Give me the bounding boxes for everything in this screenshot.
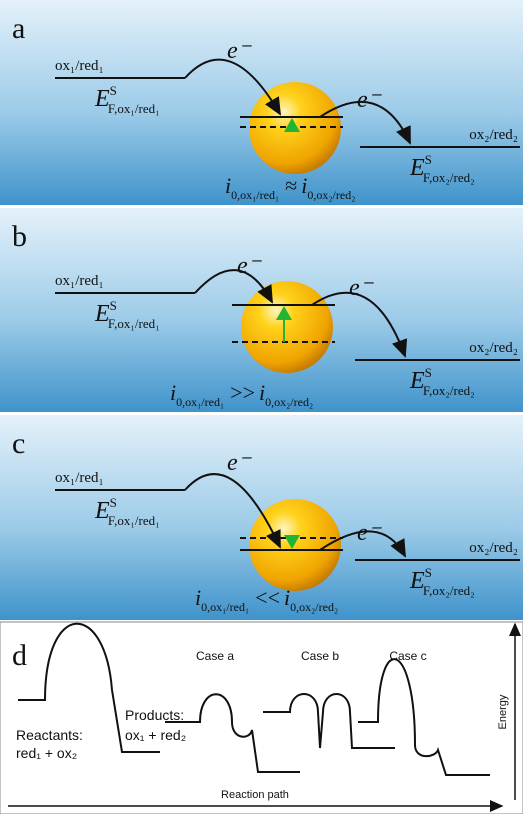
couple-label: ox₁/red₁ [55, 470, 104, 486]
species-label: Products: [125, 707, 184, 723]
superscript: S [110, 83, 117, 98]
electron-label: e⁻ [227, 38, 253, 64]
species-label: ox₁ + red₂ [125, 727, 186, 743]
nanoparticle [241, 281, 333, 373]
electron-label: e⁻ [349, 275, 375, 301]
couple-label: ox₁/red₁ [55, 58, 104, 74]
couple-label: ox₁/red₁ [55, 273, 104, 289]
subscript: F,ox₁/red₁ [108, 316, 160, 331]
electron-label: e⁻ [227, 450, 253, 476]
panel-label: d [12, 639, 27, 672]
case-label: Case c [389, 649, 426, 663]
subscript: 0,ox₁/red₁ [176, 395, 224, 409]
axis-label: Energy [497, 694, 509, 729]
subscript: F,ox₁/red₁ [108, 513, 160, 528]
panel-label: a [12, 12, 25, 45]
case-label: Case a [196, 649, 234, 663]
species-label: Reactants: [16, 727, 83, 743]
species-label: red₁ + ox₂ [16, 745, 77, 761]
operator: << [255, 585, 280, 610]
subscript: F,ox₁/red₁ [108, 101, 160, 116]
couple-label: ox₂/red₂ [469, 340, 518, 356]
subscript: 0,ox₂/red₂ [290, 600, 338, 614]
panel-label: b [12, 220, 27, 253]
couple-label: ox₂/red₂ [469, 540, 518, 556]
operator: >> [230, 380, 255, 405]
subscript: 0,ox₂/red₂ [307, 188, 355, 202]
case-label: Case b [301, 649, 339, 663]
subscript: 0,ox₁/red₁ [231, 188, 279, 202]
electron-label: e⁻ [357, 87, 383, 113]
couple-label: ox₂/red₂ [469, 127, 518, 143]
subscript: F,ox₂/red₂ [423, 383, 475, 398]
electron-label: e⁻ [357, 520, 383, 546]
panel-d-frame [0, 622, 523, 814]
superscript: S [425, 365, 432, 380]
subscript: 0,ox₁/red₁ [201, 600, 249, 614]
superscript: S [110, 495, 117, 510]
subscript: 0,ox₂/red₂ [265, 395, 313, 409]
figure: aox₁/red₁ESF,ox₁/red₁e⁻e⁻ox₂/red₂ESF,ox₂… [0, 0, 523, 814]
electron-label: e⁻ [237, 253, 263, 279]
operator: ≈ [285, 173, 297, 198]
panel-label: c [12, 427, 25, 460]
subscript: F,ox₂/red₂ [423, 170, 475, 185]
axis-label: Reaction path [221, 789, 289, 801]
superscript: S [425, 565, 432, 580]
superscript: S [110, 298, 117, 313]
superscript: S [425, 152, 432, 167]
subscript: F,ox₂/red₂ [423, 583, 475, 598]
